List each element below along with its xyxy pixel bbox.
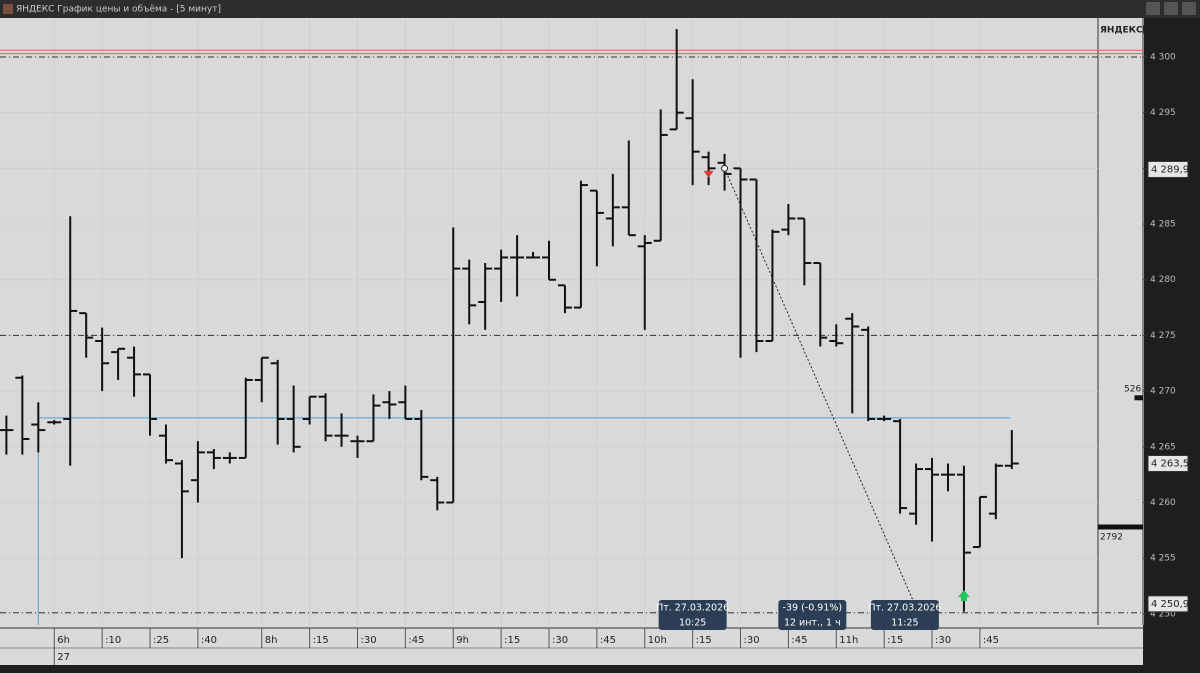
tooltip-text: 10:25 xyxy=(679,618,706,629)
x-tick-label: :45 xyxy=(791,635,807,646)
x-tick-label: :15 xyxy=(504,635,520,646)
x-tick-label: :15 xyxy=(313,635,329,646)
price-axis xyxy=(1098,18,1144,625)
price-label: 4 250,9 xyxy=(1151,599,1189,610)
price-label: 4 263,5 xyxy=(1151,459,1189,470)
tooltip-box xyxy=(658,600,727,630)
price-label: 4 289,9 xyxy=(1151,164,1189,175)
x-tick-label: 9h xyxy=(456,635,469,646)
x-tick-label: :30 xyxy=(744,635,760,646)
y-tick-label: 4 270 xyxy=(1150,387,1176,397)
date-label: 27 xyxy=(57,652,70,663)
price-label-box xyxy=(1147,160,1189,178)
app-icon xyxy=(3,4,13,14)
trend-line xyxy=(724,168,915,605)
x-tick-label: :25 xyxy=(153,635,169,646)
y-tick-label: 4 300 xyxy=(1150,52,1176,62)
volume-label: 2792 xyxy=(1100,532,1123,542)
y-tick-label: 4 265 xyxy=(1150,442,1176,452)
x-tick-label: 6h xyxy=(57,635,70,646)
tooltip-text: -39 (-0.91%) xyxy=(783,603,843,614)
title-bar xyxy=(0,0,1200,18)
y-tick-label: 4 250 xyxy=(1150,609,1176,619)
y-tick-label: 4 275 xyxy=(1150,331,1176,341)
tooltip-text: Пт. 27.03.2026 xyxy=(868,603,941,614)
y-tick-label: 4 260 xyxy=(1150,498,1176,508)
trend-handle xyxy=(721,164,729,172)
y-tick-label: 4 295 xyxy=(1150,108,1176,118)
x-tick-label: :15 xyxy=(887,635,903,646)
x-tick-label: :15 xyxy=(696,635,712,646)
x-tick-label: :40 xyxy=(201,635,217,646)
tooltip-text: 11:25 xyxy=(891,618,918,629)
time-axis xyxy=(0,625,1143,665)
tooltip-text: 12 инт., 1 ч xyxy=(784,618,841,629)
buy-signal xyxy=(957,590,970,602)
tooltip-text: Пт. 27.03.2026 xyxy=(656,603,729,614)
x-tick-label: :45 xyxy=(408,635,424,646)
x-tick-label: :30 xyxy=(552,635,568,646)
x-tick-label: :30 xyxy=(360,635,376,646)
window-title: ЯНДЕКС График цены и объёма - [5 минут] xyxy=(16,5,221,15)
tooltip-box xyxy=(870,600,939,630)
volume-bar xyxy=(1098,524,1143,530)
close-button[interactable] xyxy=(1182,2,1196,15)
price-label-box xyxy=(1147,455,1189,473)
sell-signal xyxy=(703,170,714,178)
x-tick-label: 11h xyxy=(839,635,858,646)
x-tick-label: 8h xyxy=(265,635,278,646)
y-tick-label: 4 285 xyxy=(1150,220,1176,230)
maximize-button[interactable] xyxy=(1164,2,1178,15)
x-tick-label: :30 xyxy=(935,635,951,646)
minimize-button[interactable] xyxy=(1146,2,1160,15)
x-tick-label: :45 xyxy=(983,635,999,646)
tooltip-box xyxy=(778,600,847,630)
axis-header: ЯНДЕКС[I xyxy=(1100,26,1150,36)
volume-label: 526 xyxy=(1124,384,1141,394)
x-tick-label: 10h xyxy=(648,635,667,646)
x-tick-label: :45 xyxy=(600,635,616,646)
y-tick-label: 4 280 xyxy=(1150,275,1176,285)
volume-bar xyxy=(1134,395,1143,401)
x-tick-label: :10 xyxy=(105,635,121,646)
y-tick-label: 4 255 xyxy=(1150,554,1176,564)
price-label-box xyxy=(1147,595,1189,613)
